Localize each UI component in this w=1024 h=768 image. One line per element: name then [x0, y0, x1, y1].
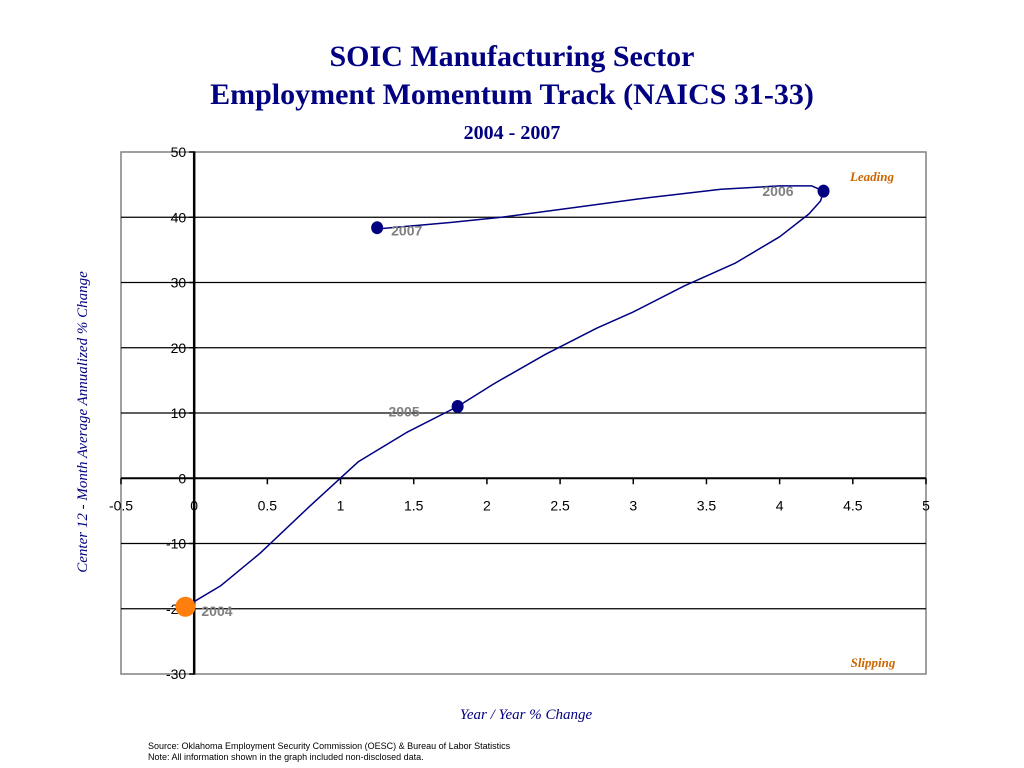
x-tick-label: 0 — [190, 497, 198, 513]
chart-title-line-2: Employment Momentum Track (NAICS 31-33) — [210, 78, 814, 111]
y-tick-label: 0 — [178, 470, 186, 486]
y-tick-label: 50 — [171, 144, 187, 160]
y-tick-label: 40 — [171, 209, 187, 225]
slipping-annotation: Slipping — [851, 655, 896, 670]
x-tick-label: 1 — [337, 497, 345, 513]
grid-layer — [121, 216, 926, 610]
footnote-source: Source: Oklahoma Employment Security Com… — [148, 741, 511, 751]
y-tick-label: -10 — [166, 536, 186, 552]
x-tick-label: 4 — [776, 497, 784, 513]
x-tick-label: 5 — [922, 497, 930, 513]
x-tick-label: 0.5 — [258, 497, 278, 513]
y-tick-label: 10 — [171, 405, 187, 421]
x-tick-label: 4.5 — [843, 497, 863, 513]
y-tick-label: 30 — [171, 275, 187, 291]
point-label-2004: 2004 — [201, 603, 232, 619]
x-axis-title: Year / Year % Change — [460, 707, 593, 723]
data-point-2006 — [817, 184, 830, 198]
x-tick-label: -0.5 — [109, 497, 133, 513]
y-axis-title: Center 12 - Month Average Annualized % C… — [75, 271, 91, 573]
leading-annotation: Leading — [849, 169, 895, 184]
x-tick-label: 2 — [483, 497, 491, 513]
chart-title: SOIC Manufacturing Sector — [329, 40, 695, 73]
point-label-2005: 2005 — [388, 403, 419, 419]
data-point-2005 — [451, 399, 464, 413]
x-tick-label: 1.5 — [404, 497, 424, 513]
y-tick-label: 20 — [171, 340, 187, 356]
chart-subtitle: 2004 - 2007 — [463, 122, 561, 144]
data-point-2007 — [371, 221, 384, 235]
x-tick-label: 3 — [629, 497, 637, 513]
y-tick-label: -30 — [166, 666, 186, 682]
series-line — [185, 185, 825, 608]
series-layer — [185, 185, 825, 608]
point-label-2006: 2006 — [762, 183, 793, 199]
point-label-2007: 2007 — [391, 223, 422, 239]
x-tick-label: 3.5 — [697, 497, 717, 513]
footnote-note: Note: All information shown in the graph… — [148, 752, 424, 762]
data-point-2004 — [175, 596, 196, 617]
x-tick-label: 2.5 — [550, 497, 570, 513]
